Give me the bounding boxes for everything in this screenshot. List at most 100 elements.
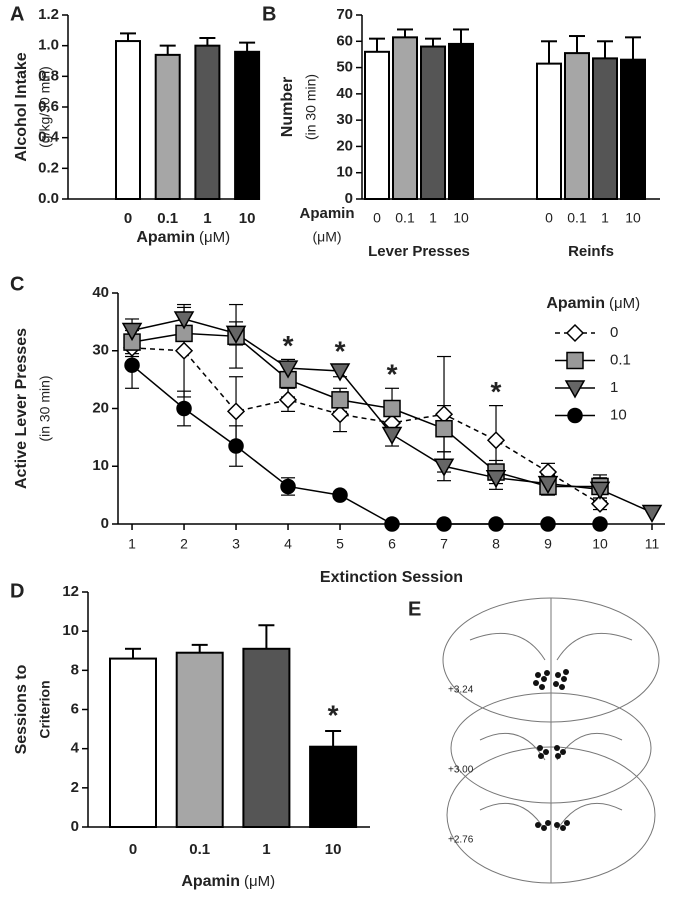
atlas-level: +3.00 [448,765,474,776]
marker [332,406,348,422]
y-tick-label: 30 [92,342,109,359]
y-tick-label: 70 [336,6,353,23]
y-tick-label: 40 [92,284,109,301]
x-tick-label: 10 [625,210,641,226]
marker [383,427,401,443]
y-axis-label: Number [279,77,296,137]
significance-marker: * [387,359,398,390]
significance-marker: * [491,376,502,407]
y-tick-label: 10 [62,622,79,639]
marker [489,517,503,531]
x-tick-label: 10 [239,210,256,227]
bar [449,44,473,199]
legend-marker [567,325,583,341]
marker [488,432,504,448]
x-tick-label: 1 [262,841,270,858]
bar [156,55,180,199]
x-axis-unit: (μM) [199,229,230,246]
group-label: Reinfs [568,243,614,260]
bar [243,649,289,827]
x-tick-label: 1 [601,210,609,226]
bar [621,60,645,199]
panel-label: E [408,598,421,620]
y-axis-label: Alcohol Intake [13,52,30,161]
y-tick-label: 0.6 [38,98,59,115]
marker [176,343,192,359]
y-axis-label: Sessions to [13,664,30,754]
x-tick-label: 1 [429,210,437,226]
significance-marker: * [335,336,346,367]
marker [437,517,451,531]
marker [229,439,243,453]
x-tick-label: 0 [373,210,381,226]
legend-marker [568,409,582,423]
y-tick-label: 0.8 [38,67,59,84]
y-tick-label: 0.2 [38,159,59,176]
bar [565,53,589,199]
panel-label: C [10,273,24,295]
marker [125,358,139,372]
x-tick-label: 5 [336,536,344,552]
y-tick-label: 0 [71,818,79,835]
marker [228,403,244,419]
panel-label: B [262,3,276,25]
x-tick-label: 0.1 [157,210,178,227]
x-tick-label: 0 [129,841,137,858]
series-line [132,365,600,524]
y-tick-label: 4 [71,740,80,757]
y-axis-unit: (in 30 min) [303,74,319,140]
bar [235,52,259,199]
x-axis-label: Extinction Session [320,569,463,586]
y-tick-label: 40 [336,85,353,102]
y-tick-label: 8 [71,661,79,678]
y-tick-label: 20 [92,399,109,416]
bar [365,52,389,199]
bar [593,58,617,199]
x-axis-label: Apamin [299,205,354,222]
y-axis-unit: Criterion [37,680,53,738]
marker [333,488,347,502]
legend-label: 0.1 [610,351,631,368]
x-tick-label: 0.1 [395,210,415,226]
marker [593,517,607,531]
atlas-level: +3.24 [448,685,474,696]
x-tick-label: 1 [128,536,136,552]
series-line [132,333,600,486]
y-axis-label: Active Lever Presses [13,328,30,489]
y-axis-unit: (in 30 min) [37,375,53,441]
group-label: Lever Presses [368,243,470,260]
marker [281,479,295,493]
x-tick-label: 8 [492,536,500,552]
x-tick-label: 0 [545,210,553,226]
y-tick-label: 30 [336,111,353,128]
x-tick-label: 10 [453,210,469,226]
bar [116,41,140,199]
y-tick-label: 0 [101,515,109,532]
bar [421,47,445,199]
y-tick-label: 6 [71,700,79,717]
x-tick-label: 2 [180,536,188,552]
atlas-diagram [443,598,659,883]
x-tick-label: 10 [325,841,342,858]
bar [310,747,356,827]
legend-label: 1 [610,379,618,396]
marker [436,406,452,422]
x-tick-label: 9 [544,536,552,552]
panel-label: A [10,3,24,25]
legend-unit: (μM) [609,295,640,312]
legend-title: Apamin [546,295,605,312]
marker [643,505,661,521]
x-axis-label: Apamin [181,873,240,890]
x-tick-label: 10 [592,536,608,552]
y-tick-label: 0.4 [38,129,60,146]
marker [436,421,452,437]
legend-label: 0 [610,324,618,341]
bar [393,37,417,199]
bar [177,653,223,827]
legend-label: 10 [610,406,627,423]
x-tick-label: 3 [232,536,240,552]
x-tick-label: 1 [203,210,211,227]
y-tick-label: 12 [62,583,79,600]
y-tick-label: 2 [71,779,79,796]
x-tick-label: 7 [440,536,448,552]
